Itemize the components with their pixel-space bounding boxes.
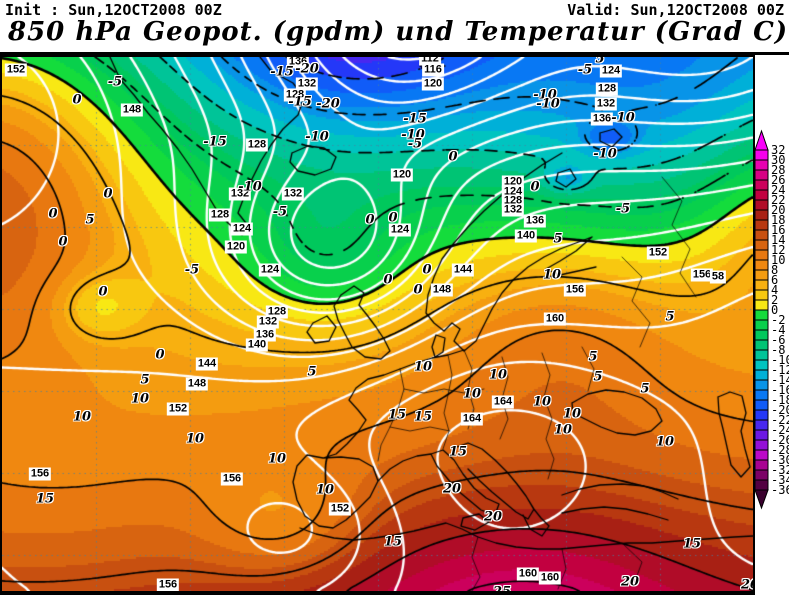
colorbar-tick-label: -2 — [771, 313, 785, 327]
colorbar-tick-label: -36 — [771, 483, 789, 497]
colorbar-cell — [754, 459, 769, 471]
colorbar-cell — [754, 189, 769, 201]
weather-map-canvas — [2, 57, 753, 591]
colorbar-cell — [754, 179, 769, 191]
colorbar-tick-label: 8 — [771, 263, 778, 277]
colorbar-tick-label: 18 — [771, 213, 785, 227]
header: Init : Sun,12OCT2008 00Z Valid: Sun,12OC… — [0, 0, 789, 55]
colorbar-tick-label: 2 — [771, 293, 778, 307]
colorbar-cell — [754, 239, 769, 251]
colorbar-tick-label: -28 — [771, 443, 789, 457]
colorbar-cell — [754, 279, 769, 291]
colorbar-tick-label: -6 — [771, 333, 785, 347]
colorbar-cell — [754, 209, 769, 221]
colorbar-cell — [754, 349, 769, 361]
colorbar-tick-label: -34 — [771, 473, 789, 487]
map-title: 850 hPa Geopot. (gpdm) und Temperatur (G… — [8, 17, 789, 47]
colorbar-tick-label: -20 — [771, 403, 789, 417]
colorbar-tick-label: -26 — [771, 433, 789, 447]
map-area: 152 148 132 128 124 120 136 132 128 128 112 116 120 1… — [0, 55, 755, 595]
colorbar-cell — [754, 309, 769, 321]
colorbar-cell — [754, 419, 769, 431]
colorbar-cell — [754, 369, 769, 381]
colorbar-tick-label: -12 — [771, 363, 789, 377]
colorbar-cell — [754, 199, 769, 211]
colorbar-tick-label: 0 — [771, 303, 778, 317]
colorbar-cell — [754, 389, 769, 401]
colorbar-tick-label: -10 — [771, 353, 789, 367]
colorbar-cell — [754, 439, 769, 451]
valid-time-label: Valid: Sun,12OCT2008 00Z — [567, 1, 784, 19]
colorbar-cell — [754, 409, 769, 421]
colorbar-tick-label: -30 — [771, 453, 789, 467]
colorbar-tick-label: -18 — [771, 393, 789, 407]
colorbar-tick-label: -24 — [771, 423, 789, 437]
colorbar-tick-label: 14 — [771, 233, 785, 247]
colorbar-cell — [754, 329, 769, 341]
colorbar-tick-label: -14 — [771, 373, 789, 387]
colorbar-tick-label: -22 — [771, 413, 789, 427]
colorbar-arrow — [754, 129, 769, 151]
colorbar-cell — [754, 319, 769, 331]
init-time-label: Init : Sun,12OCT2008 00Z — [5, 1, 222, 19]
colorbar-cell — [754, 449, 769, 461]
colorbar-cell — [754, 169, 769, 181]
colorbar-tick-label: 16 — [771, 223, 785, 237]
colorbar-cell — [754, 399, 769, 411]
colorbar-cell — [754, 479, 769, 491]
colorbar-cell — [754, 469, 769, 481]
colorbar-cell — [754, 249, 769, 261]
temperature-colorbar: 32302826242220181614121086420-2-4-6-8-10… — [754, 129, 789, 510]
colorbar-cell — [754, 229, 769, 241]
colorbar-cell — [754, 429, 769, 441]
colorbar-cell — [754, 219, 769, 231]
colorbar-tick-label: -32 — [771, 463, 789, 477]
colorbar-cell — [754, 289, 769, 301]
colorbar-tick-label: 22 — [771, 193, 785, 207]
colorbar-arrow — [754, 489, 769, 510]
colorbar-tick-label: -8 — [771, 343, 785, 357]
colorbar-tick-label: 24 — [771, 183, 785, 197]
colorbar-cell — [754, 259, 769, 271]
colorbar-tick-label: 32 — [771, 143, 785, 157]
colorbar-cell — [754, 379, 769, 391]
colorbar-cell — [754, 269, 769, 281]
colorbar-cell — [754, 159, 769, 171]
colorbar-tick-label: -16 — [771, 383, 789, 397]
colorbar-tick-label: 20 — [771, 203, 785, 217]
colorbar-tick-label: -4 — [771, 323, 785, 337]
colorbar-tick-label: 6 — [771, 273, 778, 287]
colorbar-cell — [754, 339, 769, 351]
colorbar-tick-label: 30 — [771, 153, 785, 167]
colorbar-cell — [754, 359, 769, 371]
colorbar-cell — [754, 299, 769, 311]
colorbar-cell — [754, 149, 769, 161]
colorbar-tick-label: 4 — [771, 283, 778, 297]
colorbar-tick-label: 28 — [771, 163, 785, 177]
colorbar-tick-label: 10 — [771, 253, 785, 267]
colorbar-tick-label: 12 — [771, 243, 785, 257]
colorbar-tick-label: 26 — [771, 173, 785, 187]
